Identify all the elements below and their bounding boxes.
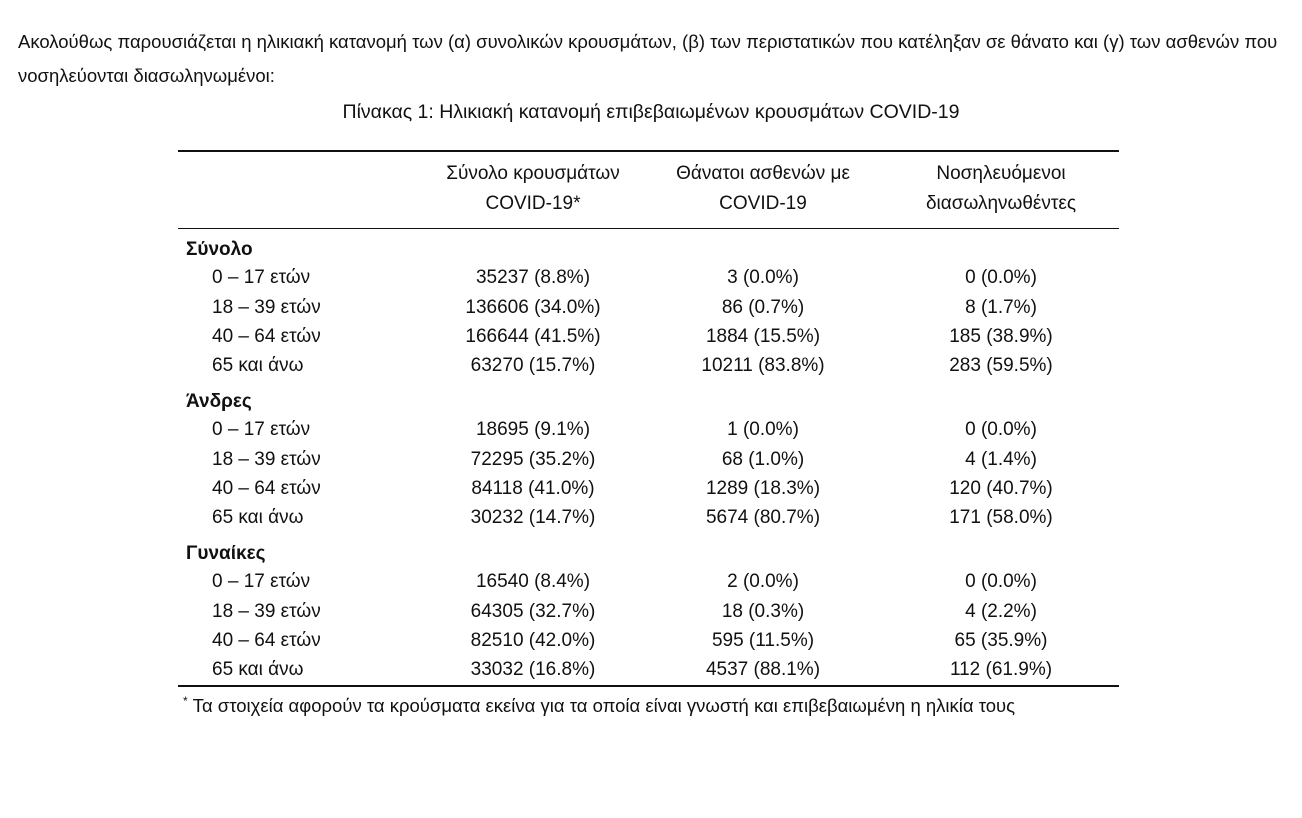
table-row: 0 – 17 ετών 16540 (8.4%) 2 (0.0%) 0 (0.0… <box>178 568 1119 597</box>
age-label-cell: 18 – 39 ετών <box>212 600 321 622</box>
intubated-header-line1: Νοσηλευόμενοι <box>936 163 1066 184</box>
age-distribution-table: Σύνολο κρουσμάτων COVID-19* Θάνατοι ασθε… <box>178 150 1119 687</box>
table-title: Πίνακας 1: Ηλικιακή κατανομή επιβεβαιωμέ… <box>342 101 960 123</box>
intro-paragraph: Ακολούθως παρουσιάζεται η ηλικιακή καταν… <box>18 30 1278 86</box>
cases-cell: 16540 (8.4%) <box>475 571 591 593</box>
table-header: Σύνολο κρουσμάτων COVID-19* Θάνατοι ασθε… <box>178 151 1119 229</box>
cases-cell: 166644 (41.5%) <box>465 325 601 347</box>
footnote-marker: * <box>183 694 188 708</box>
deaths-cell: 10211 (83.8%) <box>701 355 825 377</box>
cases-cell: 136606 (34.0%) <box>465 296 601 318</box>
age-label-cell: 65 και άνω <box>212 355 304 377</box>
intubated-cell: 4 (1.4%) <box>965 448 1037 470</box>
intubated-cell: 185 (38.9%) <box>949 325 1053 347</box>
intubated-cell: 0 (0.0%) <box>965 419 1037 441</box>
deaths-cell: 1884 (15.5%) <box>705 325 821 347</box>
cases-column-header: Σύνολο κρουσμάτων COVID-19* <box>423 151 643 229</box>
intubated-cell: 112 (61.9%) <box>949 659 1053 681</box>
cases-header-line1: Σύνολο κρουσμάτων <box>446 163 620 184</box>
table-row: 65 και άνω 63270 (15.7%) 10211 (83.8%) 2… <box>178 352 1119 381</box>
intubated-cell: 4 (2.2%) <box>965 600 1037 622</box>
deaths-cell: 595 (11.5%) <box>711 629 815 651</box>
deaths-column-header: Θάνατοι ασθενών με COVID-19 <box>643 151 883 229</box>
deaths-cell: 2 (0.0%) <box>727 571 799 593</box>
deaths-cell: 68 (1.0%) <box>721 448 805 470</box>
age-label-cell: 18 – 39 ετών <box>212 448 321 470</box>
cases-cell: 33032 (16.8%) <box>470 659 596 681</box>
table-row: 18 – 39 ετών 136606 (34.0%) 86 (0.7%) 8 … <box>178 293 1119 322</box>
table-row: 0 – 17 ετών 35237 (8.8%) 3 (0.0%) 0 (0.0… <box>178 264 1119 293</box>
table-body: Σύνολο 0 – 17 ετών 35237 (8.8%) 3 (0.0%)… <box>178 229 1119 687</box>
deaths-cell: 4537 (88.1%) <box>705 659 821 681</box>
section-label: Γυναίκες <box>186 543 266 564</box>
cases-cell: 30232 (14.7%) <box>470 507 596 529</box>
cases-cell: 35237 (8.8%) <box>475 267 591 289</box>
cases-cell: 72295 (35.2%) <box>470 448 596 470</box>
intubated-cell: 120 (40.7%) <box>949 477 1053 499</box>
header-row: Σύνολο κρουσμάτων COVID-19* Θάνατοι ασθε… <box>178 151 1119 229</box>
intubated-cell: 8 (1.7%) <box>965 296 1037 318</box>
section-header-row-women: Γυναίκες <box>178 533 1119 568</box>
intubated-column-header: Νοσηλευόμενοι διασωληνωθέντες <box>883 151 1119 229</box>
deaths-header-line2: COVID-19 <box>719 193 807 214</box>
section-header-row-total: Σύνολο <box>178 229 1119 264</box>
cases-cell: 84118 (41.0%) <box>471 477 595 499</box>
intubated-cell: 171 (58.0%) <box>949 507 1053 529</box>
table-row: 40 – 64 ετών 166644 (41.5%) 1884 (15.5%)… <box>178 322 1119 351</box>
table-row: 18 – 39 ετών 72295 (35.2%) 68 (1.0%) 4 (… <box>178 445 1119 474</box>
age-label-cell: 0 – 17 ετών <box>212 571 311 593</box>
age-label-cell: 0 – 17 ετών <box>212 267 311 289</box>
age-label-cell: 65 και άνω <box>212 659 304 681</box>
section-label: Σύνολο <box>186 239 253 260</box>
deaths-header-line1: Θάνατοι ασθενών με <box>676 163 850 184</box>
section-label: Άνδρες <box>186 391 252 412</box>
age-label-cell: 40 – 64 ετών <box>212 629 321 651</box>
age-label-cell: 40 – 64 ετών <box>212 325 321 347</box>
empty-header-cell <box>178 151 423 229</box>
table-row: 18 – 39 ετών 64305 (32.7%) 18 (0.3%) 4 (… <box>178 597 1119 626</box>
deaths-cell: 86 (0.7%) <box>721 296 805 318</box>
intubated-header-line2: διασωληνωθέντες <box>925 193 1077 214</box>
intubated-cell: 0 (0.0%) <box>965 267 1037 289</box>
cases-cell: 18695 (9.1%) <box>475 419 591 441</box>
deaths-cell: 18 (0.3%) <box>721 600 805 622</box>
age-label-cell: 65 και άνω <box>212 507 304 529</box>
cases-cell: 63270 (15.7%) <box>470 355 596 377</box>
cases-cell: 82510 (42.0%) <box>470 629 596 651</box>
deaths-cell: 5674 (80.7%) <box>705 507 821 529</box>
deaths-cell: 1289 (18.3%) <box>705 477 821 499</box>
section-header-row-men: Άνδρες <box>178 381 1119 416</box>
deaths-cell: 3 (0.0%) <box>727 267 799 289</box>
intubated-cell: 0 (0.0%) <box>965 571 1037 593</box>
intubated-cell: 65 (35.9%) <box>954 629 1048 651</box>
age-label-cell: 18 – 39 ετών <box>212 296 321 318</box>
table-row: 65 και άνω 33032 (16.8%) 4537 (88.1%) 11… <box>178 656 1119 686</box>
intubated-cell: 283 (59.5%) <box>949 355 1053 377</box>
cases-header-line2: COVID-19* <box>485 193 581 214</box>
footnote-text: Τα στοιχεία αφορούν τα κρούσματα εκείνα … <box>192 695 1016 717</box>
table-row: 65 και άνω 30232 (14.7%) 5674 (80.7%) 17… <box>178 504 1119 533</box>
table-footnote: * Τα στοιχεία αφορούν τα κρούσματα εκείνα… <box>183 694 1015 717</box>
table-row: 40 – 64 ετών 82510 (42.0%) 595 (11.5%) 6… <box>178 626 1119 655</box>
age-label-cell: 40 – 64 ετών <box>212 477 321 499</box>
age-label-cell: 0 – 17 ετών <box>212 419 311 441</box>
table-row: 0 – 17 ετών 18695 (9.1%) 1 (0.0%) 0 (0.0… <box>178 416 1119 445</box>
cases-cell: 64305 (32.7%) <box>470 600 596 622</box>
deaths-cell: 1 (0.0%) <box>727 419 799 441</box>
table-row: 40 – 64 ετών 84118 (41.0%) 1289 (18.3%) … <box>178 474 1119 503</box>
